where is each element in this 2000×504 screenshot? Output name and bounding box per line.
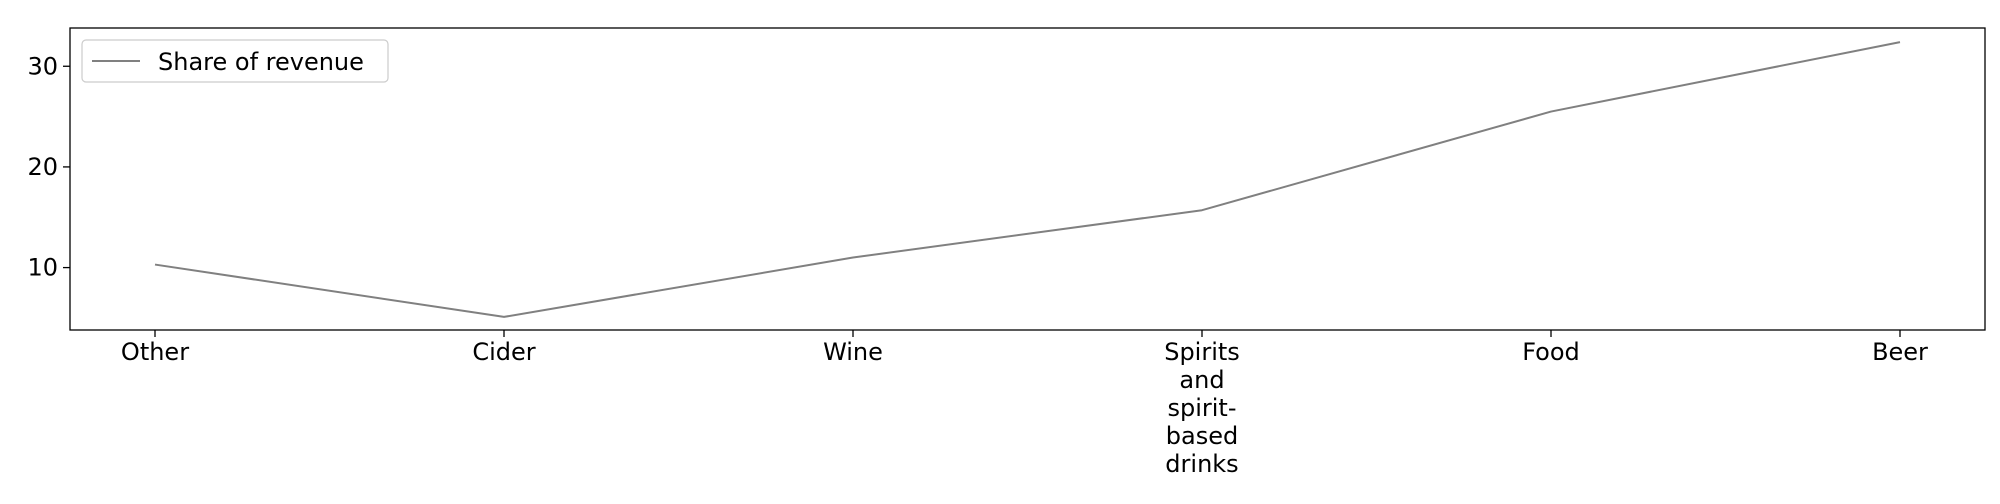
y-tick-label: 30 (27, 52, 58, 80)
plot-area (154, 41, 1901, 318)
x-tick-label: Other (121, 338, 189, 366)
x-tick-label: Food (1522, 338, 1580, 366)
x-tick-label: Cider (472, 338, 535, 366)
legend-label-share-of-revenue: Share of revenue (158, 48, 364, 76)
y-tick-label: 10 (27, 254, 58, 282)
axes: 10 20 30 Other Cider Wine Spirits and spirit-bas… (27, 27, 1986, 478)
plot-frame (69, 27, 1986, 331)
series-line-0 (154, 41, 1901, 318)
legend: Share of revenue (81, 39, 389, 83)
legend-box (81, 39, 389, 83)
x-tick-label: Wine (823, 338, 883, 366)
y-tick-label: 20 (27, 153, 58, 181)
x-tick-label: Beer (1872, 338, 1928, 366)
x-tick-label: Spirits and spirit-based drinks (1164, 338, 1240, 478)
